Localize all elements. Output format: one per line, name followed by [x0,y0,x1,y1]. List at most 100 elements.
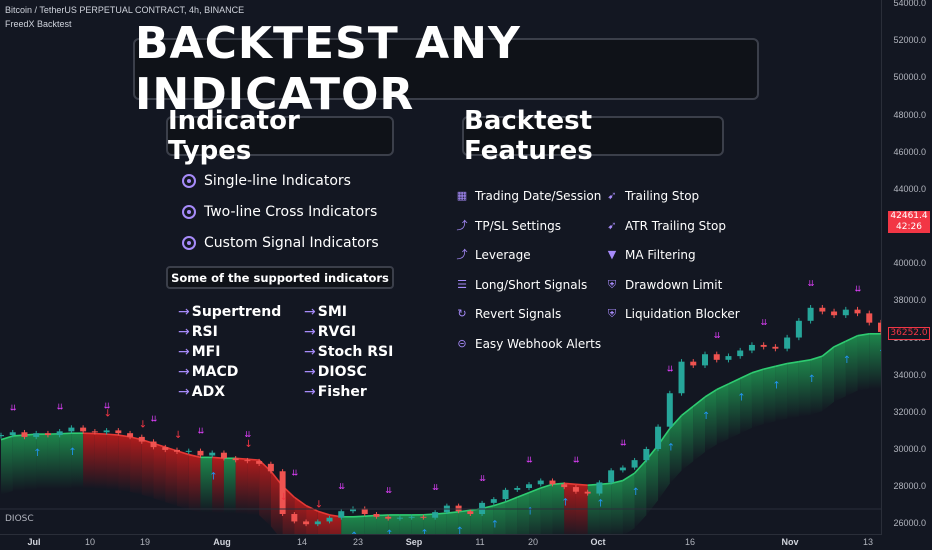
band-line [305,504,319,512]
candle [690,361,697,366]
sell-arrow-icon: ↓ [104,408,112,419]
indicator-price-tag: 36252.0 [888,326,930,340]
band-line [446,510,459,514]
supported-indicators-heading: Some of the supported indicators [166,266,394,289]
band-segment [611,480,623,535]
candle [291,513,298,522]
time-axis[interactable]: Jul 10 19 Aug 14 23 Sep 11 20 Oct 16 Nov 13 [0,534,882,550]
buy-arrow-icon: ↑ [596,498,604,509]
signal-marker-icon: ⇊ [667,364,674,373]
feature-label: Long/Short Signals [475,277,588,292]
band-segment [24,434,37,491]
filter-icon: ▼ [607,248,617,262]
supported-indicator-label: Fisher [317,384,367,400]
supported-indicator: → SMI [304,304,347,320]
price-tick: 40000.0 [893,258,926,269]
candle [267,463,274,472]
price-tick: 38000.0 [893,295,926,306]
band-segment [470,508,483,535]
band-line [622,472,636,482]
supported-indicator: → Supertrend [178,304,281,320]
band-line [540,483,553,489]
band-line [798,359,811,363]
candle [643,448,650,461]
band-segment [845,335,858,397]
feature-label: MA Filtering [625,248,696,263]
webhook-icon: ⊝ [457,337,467,350]
band-segment [517,492,529,535]
feature-item: ➹ Trailing Stop [606,189,699,203]
supported-indicator-label: MACD [191,364,239,380]
price-axis[interactable]: 54000.0 52000.0 50000.0 48000.0 46000.0 44000… [881,0,932,535]
band-segment [634,460,647,529]
supported-indicator: → MACD [178,364,238,380]
signal-marker-icon: ⇊ [57,402,64,411]
candle [80,427,87,432]
band-line [458,509,471,513]
band-segment [411,514,424,535]
candle [150,441,157,448]
indicator-type-label: Two-line Cross Indicators [204,204,378,220]
buy-arrow-icon: ↑ [385,529,393,535]
candle [854,309,861,314]
supported-indicator: → Fisher [304,384,367,400]
candle [702,354,708,366]
band-segment [728,378,741,439]
band-segment [669,415,682,484]
symbol-title[interactable]: Bitcoin / TetherUS PERPETUAL CONTRACT, 4… [5,5,245,15]
signal-marker-icon: ⇊ [714,331,721,340]
band-segment [188,454,201,513]
band-line [634,459,647,474]
signal-marker-icon: ⇊ [104,401,111,410]
signal-marker-icon: ⇊ [573,455,580,464]
band-line [728,377,741,385]
band-segment [587,484,600,535]
band-segment [247,459,260,516]
price-tick: 44000.0 [893,183,926,194]
band-segment [822,346,835,412]
sell-arrow-icon: ↓ [139,420,147,431]
band-segment [388,514,400,535]
candle [56,431,63,436]
band-segment [212,457,224,514]
band-segment [399,514,412,535]
signal-marker-icon: ⇊ [432,483,439,492]
candle [502,489,509,500]
supported-indicator-label: DIOSC [317,364,367,380]
strategy-name[interactable]: FreedX Backtest [5,19,72,29]
buy-arrow-icon: ↑ [68,447,76,458]
band-line [505,496,518,503]
feature-item: ☰ Long/Short Signals [456,278,587,292]
feature-item: ⤴ TP/SL Settings [456,219,561,233]
shield-icon: ⛨ [607,277,617,291]
price-tick: 34000.0 [893,369,926,380]
price-tick: 52000.0 [893,35,926,46]
signal-icon: ☰ [457,277,467,291]
candle [9,432,16,436]
band-line [845,334,858,342]
band-line [247,458,260,461]
signal-marker-icon: ⇊ [526,455,533,464]
time-tick: 16 [684,537,696,547]
price-tick: 46000.0 [893,146,926,157]
candle [174,449,180,452]
current-price: 42461.4 [890,211,928,222]
chart-up-icon: ⤴ [456,218,468,232]
signal-marker-icon: ⇊ [291,468,298,477]
supported-indicator-label: RSI [191,324,218,340]
indicator-type-item: Single-line Indicators [182,173,351,189]
band-segment [834,341,846,402]
band-segment [622,473,635,535]
price-chart[interactable]: ⇊↑⇊↑↓⇊↓⇊↓⇊↑↓⇊↓⇊↓⇊↑↑⇊↑⇊↑⇊↑↑⇊↑⇊↑⇊↑↑⇊↑⇊↑⇊↑↑… [0,0,882,535]
band-segment [493,501,506,535]
candle [44,433,51,436]
price-tick: 26000.0 [893,518,926,529]
candle [338,511,345,518]
candle [619,467,626,471]
band-segment [1,435,13,495]
feature-label: Trailing Stop [625,189,700,203]
candle [760,344,767,347]
band-line [106,433,119,436]
band-line [681,405,694,417]
feature-item: ➹ ATR Trailing Stop [606,219,726,233]
